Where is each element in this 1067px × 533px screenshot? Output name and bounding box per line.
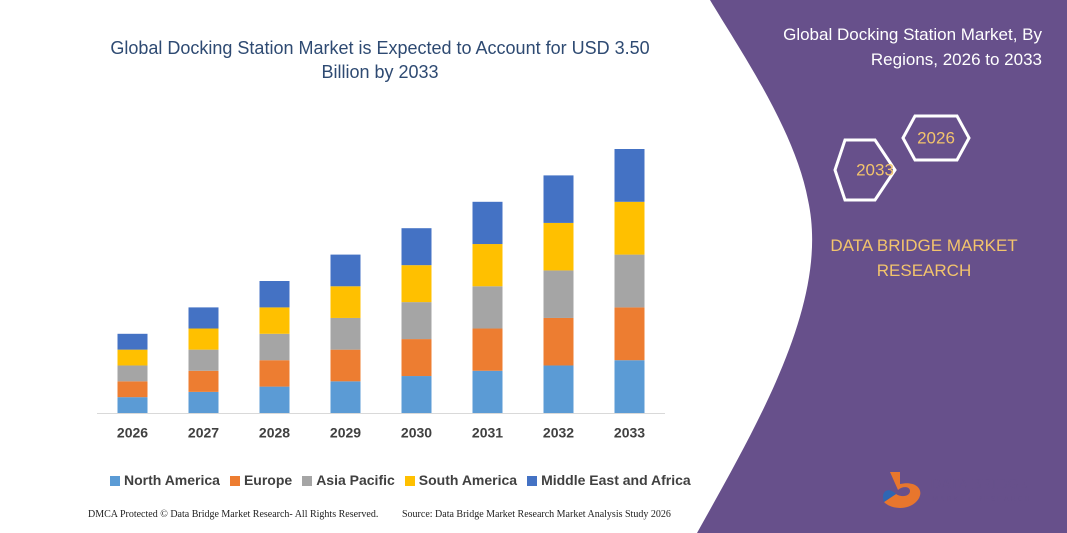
legend-swatch bbox=[302, 476, 313, 487]
bar-segment bbox=[330, 381, 361, 413]
bar-segment bbox=[259, 386, 290, 413]
bar-segment bbox=[472, 286, 503, 329]
bar-segment bbox=[543, 222, 574, 271]
bar-segment bbox=[188, 370, 219, 392]
bar-segment bbox=[401, 302, 432, 340]
x-tick-label: 2026 bbox=[117, 425, 148, 441]
bar-segment bbox=[117, 333, 148, 350]
bar-segment bbox=[614, 201, 645, 255]
legend-label: Europe bbox=[243, 472, 293, 488]
hexagon bbox=[901, 114, 971, 162]
brand: DATA BRIDGE MARKET RESEARCH bbox=[830, 236, 1018, 280]
bar-segment bbox=[543, 365, 574, 413]
bar-segment bbox=[117, 397, 148, 413]
bar-segment bbox=[614, 149, 645, 202]
side-panel bbox=[697, 0, 1067, 533]
bar-segment bbox=[188, 349, 219, 371]
hexagon bbox=[833, 138, 897, 202]
bar-segment bbox=[401, 265, 432, 303]
legend-swatch bbox=[229, 476, 240, 487]
bar-segment bbox=[472, 328, 503, 371]
bar-segment bbox=[188, 328, 219, 350]
bar-segment bbox=[259, 307, 290, 334]
bar-segment bbox=[614, 360, 645, 413]
bar-segment bbox=[472, 244, 503, 287]
x-tick-label: 2028 bbox=[259, 425, 290, 441]
bar-segment bbox=[401, 228, 432, 266]
legend-label: Middle East and Africa bbox=[541, 472, 691, 488]
bar-segment bbox=[472, 370, 503, 413]
footer-left: DMCA Protected © Data Bridge Market Rese… bbox=[88, 509, 379, 520]
bar-segment bbox=[330, 317, 361, 350]
logo-tagline: MARKET RESEARCH bbox=[932, 496, 1032, 503]
chart-title: Global Docking Station Market is Expecte… bbox=[110, 38, 650, 82]
x-tick-label: 2033 bbox=[614, 425, 645, 441]
bar-segment bbox=[330, 349, 361, 382]
panel-title: Global Docking Station Market, By Region… bbox=[783, 25, 1042, 69]
legend-swatch bbox=[527, 476, 538, 487]
hex-label: 2033 bbox=[856, 160, 894, 179]
hex-label: 2026 bbox=[917, 128, 955, 147]
bar-segment bbox=[259, 281, 290, 308]
x-tick-label: 2030 bbox=[401, 425, 432, 441]
legend: North America Europe Asia Pacific South Ame… bbox=[110, 472, 691, 488]
x-tick-label: 2032 bbox=[543, 425, 574, 441]
bar-segment bbox=[401, 376, 432, 413]
bar-segment bbox=[259, 333, 290, 361]
bar-segment bbox=[330, 286, 361, 318]
legend-item: Europe bbox=[229, 472, 293, 488]
x-tick-label: 2027 bbox=[188, 425, 219, 441]
bar-segment bbox=[543, 270, 574, 318]
x-tick-label: 2029 bbox=[330, 425, 361, 441]
bar-segment bbox=[117, 365, 148, 382]
legend-swatch bbox=[110, 476, 120, 487]
legend-item: South America bbox=[404, 472, 518, 488]
bar-segment bbox=[401, 339, 432, 377]
legend-item: Middle East and Africa bbox=[527, 472, 691, 488]
x-tick-label: 2031 bbox=[472, 425, 503, 441]
legend-label: North America bbox=[124, 472, 220, 488]
bar-segment bbox=[330, 254, 361, 287]
logo-mark bbox=[884, 472, 921, 508]
legend-item: North America bbox=[110, 472, 220, 488]
logo-name: DATA BRIDGE bbox=[930, 476, 1028, 492]
legend-swatch bbox=[404, 476, 415, 487]
legend-label: South America bbox=[418, 472, 518, 488]
bar-segment bbox=[543, 317, 574, 366]
bar-segment bbox=[259, 360, 290, 387]
logo-mark bbox=[882, 490, 896, 502]
bar-segment bbox=[188, 307, 219, 329]
bar-segment bbox=[188, 391, 219, 413]
bar-segment bbox=[543, 175, 574, 223]
legend-label: Asia Pacific bbox=[316, 472, 395, 488]
bar-segment bbox=[117, 381, 148, 398]
bar-segment bbox=[614, 254, 645, 308]
legend-item: Asia Pacific bbox=[302, 472, 395, 488]
bar-segment bbox=[117, 349, 148, 366]
bar-segment bbox=[614, 307, 645, 361]
footer-right: Source: Data Bridge Market Research Mark… bbox=[402, 509, 671, 520]
bar-segment bbox=[472, 201, 503, 245]
